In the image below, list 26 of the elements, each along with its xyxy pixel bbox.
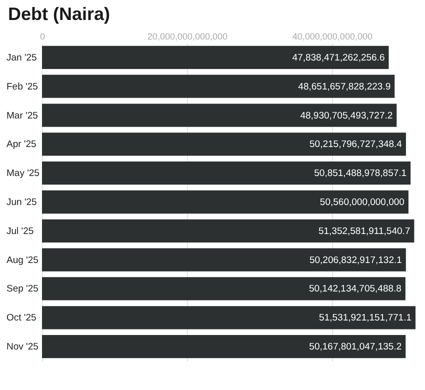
data-label: 48,651,657,828,223.9 xyxy=(298,81,391,92)
y-tick-label: Jun '25 xyxy=(6,197,37,208)
data-label: 50,167,801,047,135.2 xyxy=(309,342,402,353)
x-tick-label: 40,000,000,000,000 xyxy=(292,32,372,42)
chart-title: Debt (Naira) xyxy=(8,4,110,24)
data-label: 48,930,705,493,727.2 xyxy=(300,110,393,122)
data-label: 51,531,921,151,771.1 xyxy=(319,312,412,324)
x-tick-label: 20,000,000,000,000 xyxy=(147,32,228,42)
y-tick-label: Nov '25 xyxy=(6,342,38,353)
data-label: 51,352,581,911,540.7 xyxy=(318,226,410,237)
data-label: 50,142,134,705,488.8 xyxy=(308,284,402,295)
y-tick-label: Mar '25 xyxy=(6,110,38,122)
y-tick-label: Aug '25 xyxy=(6,254,38,266)
y-tick-label: Feb '25 xyxy=(6,81,38,92)
data-label: 47,838,471,262,256.6 xyxy=(292,52,385,64)
y-tick-label: Apr '25 xyxy=(6,139,36,150)
data-label: 50,206,832,917,132.1 xyxy=(309,254,402,266)
y-tick-label: Jul '25 xyxy=(6,226,34,237)
y-tick-label: Sep '25 xyxy=(6,284,38,295)
data-label: 50,215,796,727,348.4 xyxy=(310,139,402,150)
y-tick-label: Oct '25 xyxy=(6,312,36,324)
x-tick-label: 0 xyxy=(40,32,46,42)
data-label: 50,851,488,978,857.1 xyxy=(314,168,407,180)
y-tick-label: May '25 xyxy=(6,168,40,180)
data-label: 50,560,000,000,000 xyxy=(320,197,404,208)
y-tick-label: Jan '25 xyxy=(6,52,37,64)
